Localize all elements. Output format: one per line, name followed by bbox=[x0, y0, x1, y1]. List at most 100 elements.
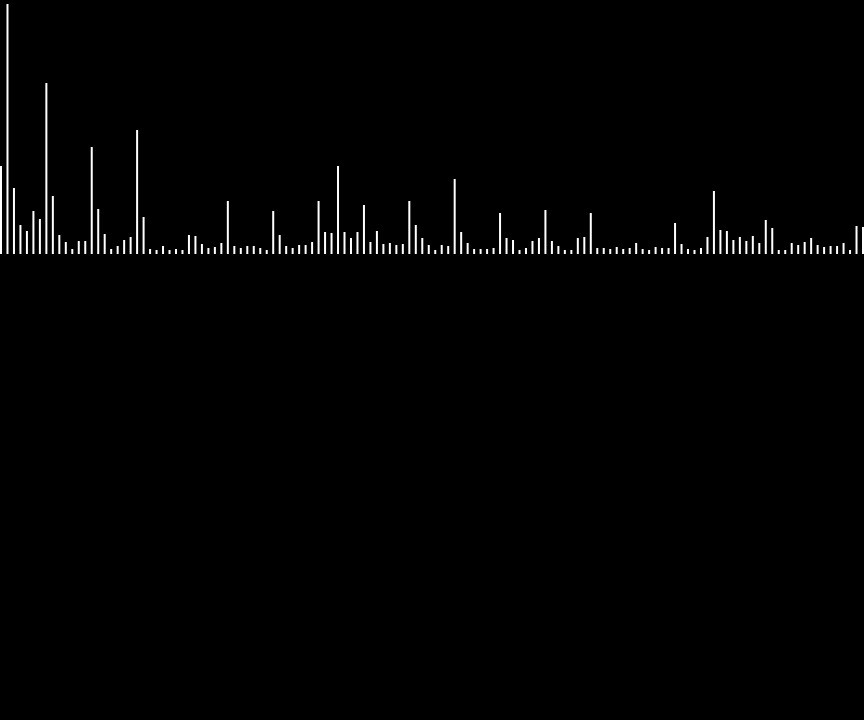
bar bbox=[667, 248, 670, 254]
bar bbox=[512, 240, 515, 254]
bar bbox=[479, 249, 482, 254]
bar bbox=[628, 248, 631, 254]
bar bbox=[77, 241, 80, 254]
bar bbox=[174, 249, 177, 254]
bar bbox=[447, 246, 450, 254]
bar bbox=[453, 179, 456, 254]
bar bbox=[6, 4, 9, 254]
bar bbox=[25, 231, 28, 254]
bar bbox=[129, 237, 132, 254]
bar bbox=[343, 232, 346, 254]
bar bbox=[38, 219, 41, 254]
bar bbox=[272, 211, 275, 254]
bar bbox=[816, 245, 819, 254]
bar bbox=[187, 235, 190, 254]
bar bbox=[751, 236, 754, 254]
bar bbox=[207, 248, 210, 254]
bar bbox=[291, 248, 294, 254]
bar bbox=[823, 247, 826, 254]
bar bbox=[615, 247, 618, 254]
bar bbox=[317, 201, 320, 254]
bar bbox=[790, 243, 793, 254]
bar bbox=[149, 249, 152, 254]
bar bbox=[337, 166, 340, 254]
bar bbox=[862, 227, 864, 254]
bar bbox=[732, 240, 735, 254]
bar bbox=[758, 243, 761, 254]
bar bbox=[550, 241, 553, 254]
bar bbox=[810, 238, 813, 254]
bar bbox=[362, 205, 365, 254]
bar bbox=[680, 244, 683, 254]
bar bbox=[19, 225, 22, 254]
bar bbox=[499, 213, 502, 254]
bar bbox=[155, 250, 158, 254]
bar bbox=[531, 241, 534, 254]
bar bbox=[609, 249, 612, 254]
bar bbox=[745, 241, 748, 254]
bar bbox=[622, 249, 625, 254]
bar bbox=[602, 248, 605, 254]
bar bbox=[32, 211, 35, 254]
bar bbox=[641, 249, 644, 254]
bar bbox=[142, 217, 145, 254]
bar bbox=[97, 209, 100, 254]
bar bbox=[278, 235, 281, 254]
bar bbox=[524, 248, 527, 254]
bar bbox=[635, 243, 638, 254]
bar bbox=[712, 191, 715, 254]
bar bbox=[421, 238, 424, 254]
bar bbox=[162, 246, 165, 254]
bar bbox=[298, 245, 301, 254]
bar bbox=[492, 248, 495, 254]
bar bbox=[486, 249, 489, 254]
bar bbox=[570, 250, 573, 254]
bar bbox=[687, 249, 690, 254]
bar bbox=[434, 250, 437, 254]
bar bbox=[654, 247, 657, 254]
bar bbox=[304, 245, 307, 254]
bar bbox=[181, 250, 184, 254]
bar bbox=[356, 232, 359, 254]
bar bbox=[460, 232, 463, 254]
bar bbox=[285, 246, 288, 254]
bar bbox=[699, 248, 702, 254]
bar bbox=[110, 249, 113, 254]
bar bbox=[116, 246, 119, 254]
bar bbox=[51, 196, 54, 254]
bar bbox=[103, 234, 106, 254]
bar bbox=[12, 188, 15, 254]
bar bbox=[375, 231, 378, 254]
bar bbox=[408, 201, 411, 254]
bar bbox=[518, 250, 521, 254]
bar bbox=[777, 250, 780, 254]
bar bbox=[693, 250, 696, 254]
bar bbox=[576, 238, 579, 254]
bar bbox=[557, 246, 560, 254]
bar bbox=[64, 242, 67, 254]
bar bbox=[0, 166, 2, 254]
bar bbox=[596, 248, 599, 254]
bar bbox=[246, 246, 249, 254]
bar bbox=[220, 243, 223, 254]
bar bbox=[855, 226, 858, 254]
bar bbox=[661, 248, 664, 254]
bar bbox=[648, 250, 651, 254]
bar bbox=[239, 248, 242, 254]
bar bbox=[71, 249, 74, 254]
bar bbox=[583, 237, 586, 254]
bar bbox=[200, 244, 203, 254]
bar bbox=[330, 233, 333, 254]
bar bbox=[842, 243, 845, 254]
bar bbox=[784, 250, 787, 254]
bar bbox=[836, 246, 839, 254]
bar bbox=[803, 242, 806, 254]
bar bbox=[537, 238, 540, 254]
bar bbox=[395, 245, 398, 254]
bar bbox=[265, 250, 268, 254]
bar bbox=[388, 243, 391, 254]
bar bbox=[252, 246, 255, 254]
bar bbox=[136, 130, 139, 254]
